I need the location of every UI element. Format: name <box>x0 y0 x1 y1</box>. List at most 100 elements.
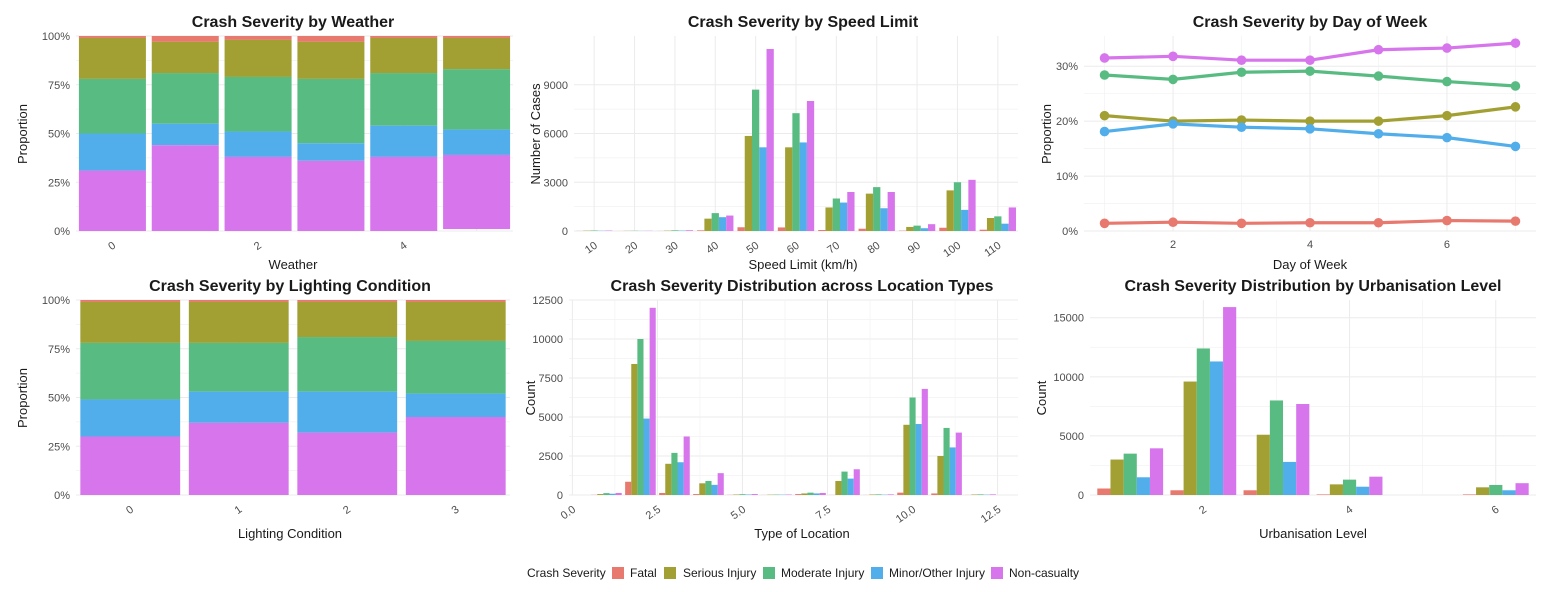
bar-moderate-injury <box>370 73 438 126</box>
y-tick-label: 6000 <box>544 129 568 141</box>
bar-minor-other-injury <box>1001 223 1009 231</box>
bar-fatal <box>151 36 219 42</box>
point-fatal <box>1099 218 1110 229</box>
y-tick-label: 15000 <box>1053 313 1084 325</box>
legend-swatch <box>763 567 775 579</box>
y-tick-label: 30% <box>1056 61 1078 73</box>
y-tick-label: 10000 <box>1053 372 1084 384</box>
bar-moderate-injury <box>637 339 644 495</box>
bar-non-casualty <box>1369 476 1383 495</box>
bar-moderate-injury <box>705 480 712 495</box>
x-tick-label: 1 <box>233 504 245 517</box>
bar-minor-other-injury <box>224 131 292 157</box>
bar-serious-injury <box>1476 487 1490 495</box>
bar-moderate-injury <box>405 340 506 394</box>
bar-fatal <box>795 494 802 495</box>
bar-fatal <box>697 230 705 231</box>
x-axis-label: Type of Location <box>754 526 849 541</box>
bar-minor-other-injury <box>405 393 506 417</box>
bar-moderate-injury <box>671 452 678 495</box>
bar-non-casualty <box>1008 207 1016 231</box>
x-tick-label: 3 <box>450 504 462 517</box>
x-tick-label: 4 <box>1307 239 1313 251</box>
point-non-casualty <box>1510 38 1521 48</box>
bar-fatal <box>659 492 666 495</box>
x-tick-label: 0 <box>124 504 136 517</box>
bar-minor-other-injury <box>643 418 650 495</box>
bar-moderate-injury <box>671 230 679 231</box>
x-tick-label: 2 <box>1170 239 1176 251</box>
y-tick-label: 25% <box>48 177 70 189</box>
bar-serious-injury <box>835 480 842 495</box>
y-tick-label: 10% <box>1056 171 1078 183</box>
point-fatal <box>1236 218 1247 229</box>
bar-fatal <box>405 300 506 302</box>
bar-fatal <box>1462 494 1477 495</box>
bar-serious-injury <box>297 41 365 79</box>
legend-item-minor-other-injury: Minor/Other Injury <box>871 566 985 580</box>
bar-moderate-injury <box>711 213 719 231</box>
point-non-casualty <box>1168 51 1178 62</box>
bar-non-casualty <box>151 145 219 231</box>
bar-non-casualty <box>188 422 289 495</box>
y-tick-label: 0 <box>562 226 568 238</box>
bar-fatal <box>1097 488 1111 495</box>
bar-fatal <box>188 300 289 302</box>
bar-serious-injury <box>946 190 954 231</box>
bar-moderate-injury <box>224 76 292 132</box>
point-fatal <box>1373 217 1384 228</box>
bar-moderate-injury <box>80 342 181 400</box>
point-minor-other-injury <box>1099 126 1110 137</box>
point-non-casualty <box>1305 55 1315 65</box>
bar-non-casualty <box>717 473 724 495</box>
x-axis-label: Urbanisation Level <box>1259 526 1367 541</box>
legend-item-non-casualty: Non-casualty <box>991 566 1079 580</box>
bar-fatal <box>979 229 987 231</box>
legend-label: Minor/Other Injury <box>889 566 985 580</box>
bar-serious-injury <box>937 456 944 495</box>
y-tick-label: 75% <box>48 344 70 356</box>
y-tick-label: 0 <box>1078 490 1084 502</box>
bar-serious-injury <box>704 218 712 231</box>
point-serious-injury <box>1373 116 1384 126</box>
point-fatal <box>1168 217 1178 228</box>
legend-swatch <box>991 567 1003 579</box>
bar-non-casualty <box>78 170 146 231</box>
x-tick-label: 30 <box>664 240 681 257</box>
bar-minor-other-injury <box>80 399 181 437</box>
y-tick-label: 2500 <box>539 451 563 463</box>
bar-non-casualty <box>615 492 622 495</box>
x-tick-label: 80 <box>866 240 883 257</box>
bar-fatal <box>625 481 632 495</box>
bar-minor-other-injury <box>961 209 969 231</box>
plot-area: 0% 25% 50% 75% 100% 0 1 2 3 <box>42 295 510 517</box>
bar-moderate-injury <box>913 225 921 231</box>
point-minor-other-injury <box>1305 124 1315 134</box>
bar-fatal <box>78 36 146 38</box>
bar-serious-injury <box>188 301 289 343</box>
bar-minor-other-injury <box>370 125 438 157</box>
bar-minor-other-injury <box>759 147 767 231</box>
legend-label: Moderate Injury <box>781 566 864 580</box>
bar-moderate-injury <box>977 494 984 495</box>
bar-non-casualty <box>224 156 292 231</box>
point-serious-injury <box>1099 110 1110 121</box>
bar-fatal <box>80 300 181 302</box>
bar-serious-injury <box>597 494 604 495</box>
panel-speed-limit: Crash Severity by Speed Limit 0 3000 6000 9… <box>528 14 1018 272</box>
x-tick-label: 110 <box>982 240 1003 260</box>
bar-non-casualty <box>297 160 365 231</box>
bar-moderate-injury <box>1342 479 1357 495</box>
bar-serious-injury <box>1110 459 1124 495</box>
bar-moderate-injury <box>1489 484 1503 495</box>
bar-moderate-injury <box>1196 348 1210 495</box>
x-axis-label: Speed Limit (km/h) <box>748 257 857 272</box>
legend-label: Serious Injury <box>683 566 756 580</box>
point-moderate-injury <box>1442 76 1452 87</box>
bar-minor-other-injury <box>1502 490 1516 495</box>
x-tick-label: 40 <box>704 240 721 257</box>
bar-serious-injury <box>865 193 874 231</box>
point-minor-other-injury <box>1373 128 1384 139</box>
point-moderate-injury <box>1236 67 1247 78</box>
bar-minor-other-injury <box>1209 361 1224 495</box>
